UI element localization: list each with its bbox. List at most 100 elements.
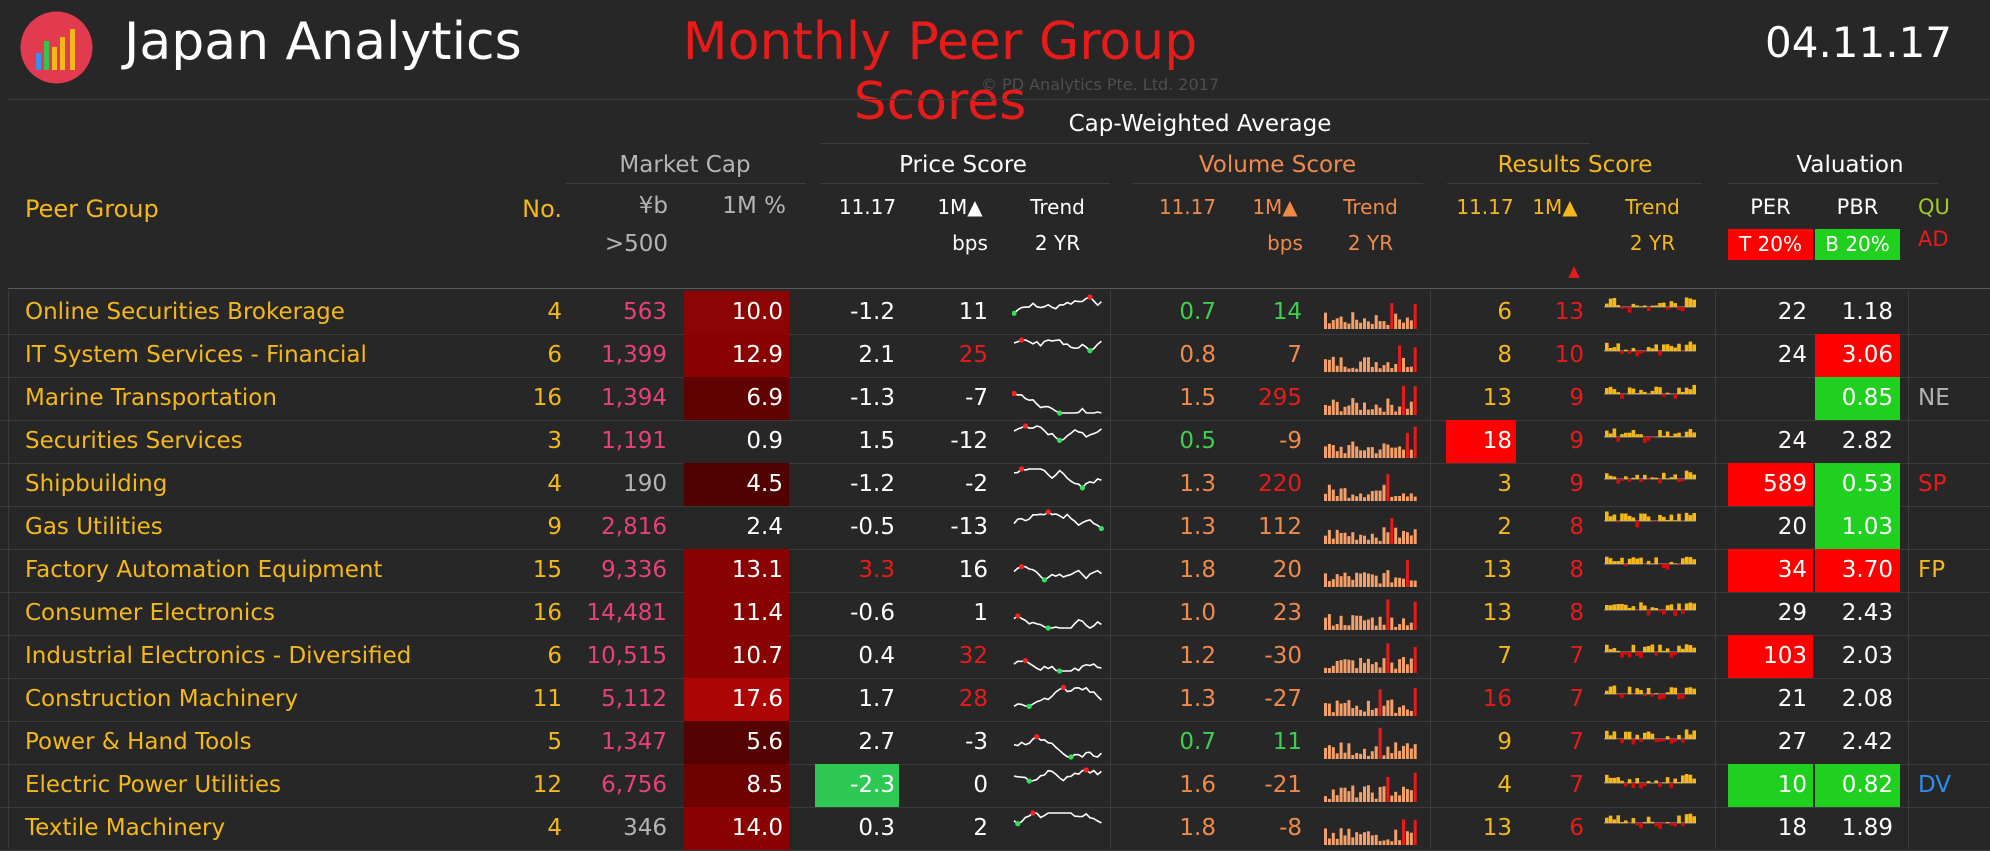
results-score-value: 8	[1440, 334, 1512, 377]
col-no[interactable]: No.	[500, 195, 562, 223]
report-date: 04.11.17	[1765, 18, 1952, 67]
price-score-1m-change: -3	[920, 721, 988, 764]
peer-group-name: Securities Services	[25, 420, 505, 463]
volume-score-1m-change: 11	[1240, 721, 1302, 764]
col-rs-1m[interactable]: 1M▲	[1515, 195, 1595, 219]
market-cap-1m-change: 8.5	[690, 764, 783, 807]
trend-low-marker	[1087, 348, 1092, 353]
volume-score-value: 1.5	[1130, 377, 1216, 420]
flag-code: NE	[1918, 377, 1978, 420]
market-cap-1m-change: 17.6	[690, 678, 783, 721]
per-value	[1728, 377, 1807, 420]
per-value: 20	[1728, 506, 1807, 549]
flag-code	[1918, 678, 1978, 721]
cap-weighted-average-label: Cap-Weighted Average	[1020, 111, 1380, 137]
rs-underline	[1447, 183, 1702, 184]
cwa-underline	[820, 143, 1590, 144]
market-cap-1m-change: 2.4	[690, 506, 783, 549]
trend-low-marker	[1068, 754, 1073, 759]
price-score-1m-change: 28	[920, 678, 988, 721]
trend-low-marker	[1015, 821, 1020, 826]
flag-code	[1918, 635, 1978, 678]
per-value: 24	[1728, 334, 1807, 377]
per-value: 589	[1728, 463, 1807, 506]
col-ps-period[interactable]: 11.17	[825, 195, 910, 219]
results-trend-bars	[1604, 809, 1700, 847]
col-ps-trend[interactable]: Trend	[1015, 195, 1100, 219]
peer-group-name: Gas Utilities	[25, 506, 505, 549]
col-vs-period[interactable]: 11.17	[1145, 195, 1230, 219]
volume-score-1m-change: 20	[1240, 549, 1302, 592]
volume-score-value: 0.7	[1130, 291, 1216, 334]
price-score-value: -0.6	[815, 592, 895, 635]
volume-score-1m-change: -8	[1240, 807, 1302, 850]
peer-group-name: Consumer Electronics	[25, 592, 505, 635]
results-score-1m-change: 10	[1520, 334, 1584, 377]
col-vs-1m[interactable]: 1M▲	[1235, 195, 1315, 219]
volume-trend-bars	[1322, 680, 1418, 718]
col-mc-yb[interactable]: ¥b	[580, 193, 668, 219]
col-ps-1m[interactable]: 1M▲	[920, 195, 1000, 219]
results-score-1m-change: 7	[1520, 635, 1584, 678]
col-peer-group[interactable]: Peer Group	[25, 195, 159, 223]
price-score-value: -0.5	[815, 506, 895, 549]
volume-trend-bars	[1322, 293, 1418, 331]
col-per[interactable]: PER	[1728, 195, 1813, 219]
results-score-1m-change: 6	[1520, 807, 1584, 850]
trend-high-marker	[1023, 423, 1028, 428]
price-score-1m-change: 1	[920, 592, 988, 635]
col-mc-1m[interactable]: 1M %	[700, 193, 786, 219]
volume-score-1m-change: 220	[1240, 463, 1302, 506]
price-trend-sparkline	[1012, 422, 1104, 460]
volume-score-value: 0.7	[1130, 721, 1216, 764]
col-vs-trend[interactable]: Trend	[1328, 195, 1413, 219]
price-trend-sparkline	[1012, 723, 1104, 761]
results-trend-bars	[1604, 293, 1700, 331]
price-score-1m-change: -7	[920, 377, 988, 420]
per-value: 10	[1728, 764, 1807, 807]
trend-low-marker	[1080, 485, 1085, 490]
price-score-1m-change: 0	[920, 764, 988, 807]
market-cap-value: 9,336	[570, 549, 667, 592]
peer-group-name: Power & Hand Tools	[25, 721, 505, 764]
price-trend-sparkline	[1012, 809, 1104, 847]
member-count: 4	[500, 463, 562, 506]
trend-high-marker	[1015, 613, 1020, 618]
market-cap-1m-change: 10.7	[690, 635, 783, 678]
bar-chart-logo-icon	[20, 11, 93, 84]
pbr-value: 0.85	[1815, 377, 1893, 420]
volume-trend-bars	[1322, 766, 1418, 804]
price-score-value: 0.4	[815, 635, 895, 678]
col-rs-period[interactable]: 11.17	[1445, 195, 1525, 219]
price-trend-sparkline	[1012, 336, 1104, 374]
price-score-1m-change: -13	[920, 506, 988, 549]
results-score-1m-change: 7	[1520, 678, 1584, 721]
col-pbr[interactable]: PBR	[1815, 195, 1900, 219]
results-score-1m-change: 8	[1520, 592, 1584, 635]
volume-score-value: 1.3	[1130, 463, 1216, 506]
pbr-value: 2.43	[1815, 592, 1893, 635]
col-rs-trend[interactable]: Trend	[1610, 195, 1695, 219]
col-ps-2yr: 2 YR	[1015, 231, 1100, 255]
market-cap-1m-change: 5.6	[690, 721, 783, 764]
price-score-value: -1.2	[815, 463, 895, 506]
results-trend-bars	[1604, 680, 1700, 718]
market-cap-value: 1,347	[570, 721, 667, 764]
market-cap-value: 10,515	[570, 635, 667, 678]
price-score-value: -1.3	[815, 377, 895, 420]
col-ps-bps: bps	[930, 231, 1010, 255]
results-score-1m-change: 8	[1520, 549, 1584, 592]
